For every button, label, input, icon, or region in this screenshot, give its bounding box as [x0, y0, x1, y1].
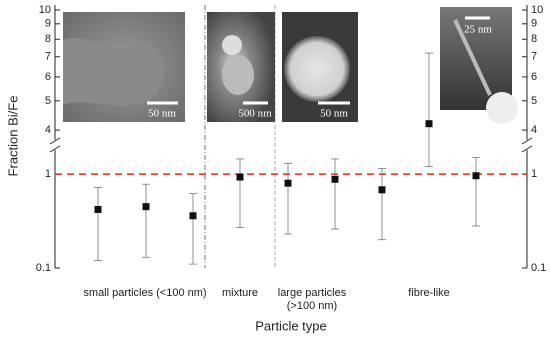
scale-bar-label: 50 nm [148, 108, 176, 120]
y-tick-label: 4 [45, 124, 51, 136]
y-tick-label: 9 [45, 18, 51, 30]
inset-image: 50 nm [282, 12, 358, 122]
y-tick-label: 6 [45, 71, 51, 83]
x-category-label: fibre-like [408, 287, 450, 299]
y-tick-label: 8 [45, 33, 51, 45]
y-tick-label: 7 [45, 51, 51, 63]
marker [236, 173, 244, 181]
y-tick-label: 10 [39, 4, 51, 16]
inset-image: 25 nm [440, 7, 518, 124]
y-tick-label: 5 [45, 95, 51, 107]
x-axis-label: Particle type [255, 318, 327, 333]
y-tick-label-right: 6 [531, 71, 537, 83]
scale-bar-label: 50 nm [320, 108, 348, 120]
marker [331, 175, 339, 183]
y-tick-label-right: 4 [531, 124, 537, 136]
y-tick-label-right: 1 [531, 168, 537, 180]
y-tick-label-right: 5 [531, 95, 537, 107]
y-tick-label: 1 [45, 168, 51, 180]
y-axis-label: Fraction Bi/Fe [5, 96, 20, 177]
x-category-label: mixture [222, 287, 258, 299]
y-tick-label-right: 7 [531, 51, 537, 63]
y-tick-label-right: 9 [531, 18, 537, 30]
y-tick-label: 0.1 [36, 262, 51, 274]
marker [142, 203, 150, 211]
marker [284, 179, 292, 187]
marker [189, 212, 197, 220]
x-category-label: small particles (<100 nm) [83, 287, 206, 299]
inset-image: 500 nm [207, 12, 275, 122]
marker [425, 120, 433, 128]
inset-image: 50 nm [63, 12, 185, 122]
axis-break [49, 137, 533, 153]
y-tick-label-right: 8 [531, 33, 537, 45]
scale-bar-label: 500 nm [238, 108, 272, 120]
scale-bar-label: 25 nm [464, 24, 492, 36]
marker [94, 205, 102, 213]
marker [378, 186, 386, 194]
y-tick-label-right: 10 [531, 4, 543, 16]
x-category-label: large particles (>100 nm) [278, 287, 347, 312]
marker [472, 172, 480, 180]
y-tick-label-right: 0.1 [531, 262, 546, 274]
